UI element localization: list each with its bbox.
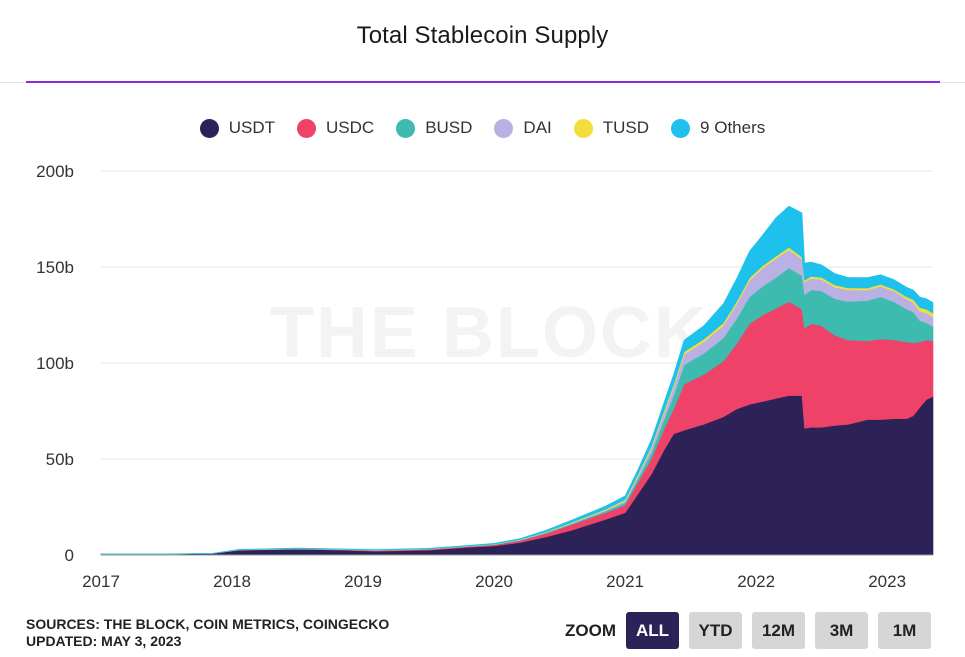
x-tick-label: 2021 — [606, 572, 644, 591]
sources-footer: SOURCES: THE BLOCK, COIN METRICS, COINGE… — [26, 616, 389, 650]
zoom-button-3m[interactable]: 3M — [815, 612, 868, 649]
legend-item-dai[interactable]: DAI — [494, 118, 552, 138]
legend-label: USDT — [228, 118, 276, 137]
legend-item-busd[interactable]: BUSD — [396, 118, 472, 138]
y-tick-label: 50b — [46, 450, 74, 469]
y-tick-label: 150b — [36, 258, 74, 277]
legend-label: USDC — [326, 118, 375, 137]
legend-item-9-others[interactable]: 9 Others — [671, 118, 765, 138]
legend-swatch — [573, 118, 593, 138]
watermark: THE BLOCK — [270, 292, 708, 374]
title-divider — [26, 81, 940, 83]
stacked-area-chart: 0 50b 100b 150b 200b 2017 2018 2019 2020 2021 2022… — [36, 162, 934, 591]
x-tick-label: 2023 — [868, 572, 906, 591]
area-9-others — [100, 205, 934, 555]
zoom-button-12m[interactable]: 12M — [752, 612, 805, 649]
updated-text: UPDATED: MAY 3, 2023 — [26, 633, 182, 649]
legend-swatch — [494, 118, 514, 138]
zoom-button-ytd[interactable]: YTD — [689, 612, 742, 649]
sources-text: SOURCES: THE BLOCK, COIN METRICS, COINGE… — [26, 616, 390, 632]
y-tick-label: 100b — [36, 354, 74, 373]
legend-item-usdc[interactable]: USDC — [297, 118, 374, 138]
zoom-controls: ZOOM ALL YTD 12M 3M 1M — [565, 612, 931, 649]
y-tick-label: 0 — [65, 546, 74, 565]
legend-swatch — [396, 118, 416, 138]
zoom-button-1m[interactable]: 1M — [878, 612, 931, 649]
y-tick-label: 200b — [36, 162, 74, 181]
zoom-label: ZOOM — [565, 620, 616, 640]
chart-legend: USDT USDC BUSD DAI TUSD 9 Others — [0, 118, 965, 138]
legend-swatch — [297, 118, 317, 138]
legend-label: BUSD — [425, 118, 473, 137]
legend-item-usdt[interactable]: USDT — [199, 118, 276, 138]
x-tick-label: 2022 — [737, 572, 775, 591]
chart-title: Total Stablecoin Supply — [356, 22, 609, 49]
x-tick-label: 2018 — [213, 572, 251, 591]
zoom-button-all[interactable]: ALL — [626, 612, 679, 649]
legend-swatch — [671, 118, 691, 138]
legend-label: DAI — [523, 118, 552, 137]
legend-label: TUSD — [602, 118, 650, 137]
x-tick-label: 2017 — [82, 572, 120, 591]
legend-swatch — [199, 118, 219, 138]
legend-label: 9 Others — [700, 118, 766, 137]
x-tick-label: 2020 — [475, 572, 513, 591]
x-tick-label: 2019 — [344, 572, 382, 591]
legend-item-tusd[interactable]: TUSD — [573, 118, 650, 138]
